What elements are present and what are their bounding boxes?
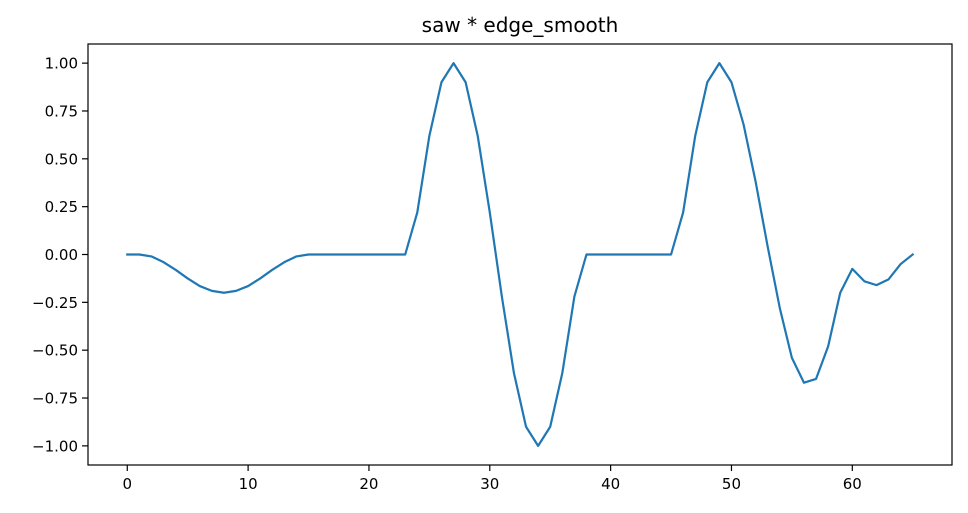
y-tick-label: −0.75 [32, 390, 78, 408]
y-tick-label: 0.75 [45, 102, 78, 120]
x-tick-label: 50 [722, 475, 741, 493]
chart-title: saw * edge_smooth [422, 13, 619, 37]
plot-area: 0 10 20 30 40 50 60 1.00 0.75 0.50 0.25 0.00 −0.25 −0… [32, 43, 953, 493]
y-tick-label: 0.00 [45, 246, 78, 264]
y-tick-label: 0.50 [45, 150, 78, 168]
series-line-0 [126, 62, 915, 447]
y-tick-label: −0.50 [32, 342, 78, 360]
y-tick-label: 0.25 [45, 198, 78, 216]
y-tick-label: −1.00 [32, 437, 78, 455]
x-tick-label: 40 [601, 475, 620, 493]
x-tick-label: 10 [239, 475, 258, 493]
x-tick-label: 60 [843, 475, 862, 493]
x-tick-label: 30 [480, 475, 499, 493]
y-tick-label: 1.00 [45, 55, 78, 73]
y-tick-label: −0.25 [32, 294, 78, 312]
x-tick-label: 20 [359, 475, 378, 493]
x-tick-label: 0 [122, 475, 132, 493]
